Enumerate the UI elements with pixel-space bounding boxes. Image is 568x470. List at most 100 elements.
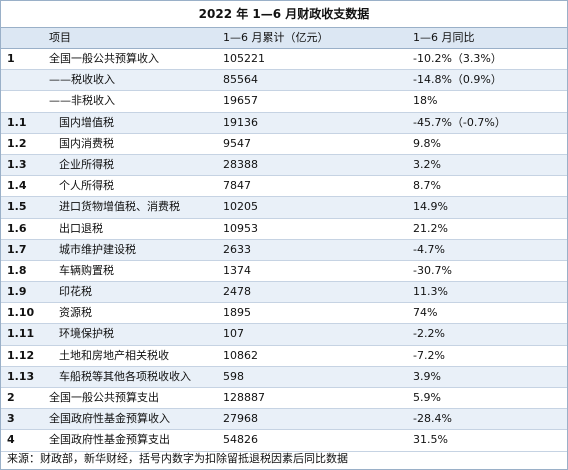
row-item: 全国政府性基金预算收入 xyxy=(49,412,170,426)
row-index: 1.6 xyxy=(7,221,27,235)
row-index: 1.13 xyxy=(7,369,35,383)
row-item: ——非税收入 xyxy=(49,94,115,108)
row-index: 1.4 xyxy=(7,179,27,193)
row-pct: -4.7% xyxy=(413,242,445,256)
row-index: 1.10 xyxy=(7,306,35,320)
table-row: 4 全国政府性基金预算支出 54826 31.5% xyxy=(1,430,567,452)
row-index: 1.7 xyxy=(7,242,27,256)
row-item: 环境保护税 xyxy=(59,327,114,341)
table-body: 1 全国一般公共预算收入 105221 -10.2%（3.3%） ——税收收入 85564… xyxy=(1,49,567,452)
row-pct: 9.8% xyxy=(413,136,441,150)
row-pct: 5.9% xyxy=(413,391,441,404)
table-row: 1.7 城市维护建设税 2633 -4.7% xyxy=(1,239,567,261)
row-item: 全国一般公共预算支出 xyxy=(49,391,159,404)
row-index: 1.11 xyxy=(7,327,35,341)
row-item: 车辆购置税 xyxy=(59,263,114,277)
row-value: 9547 xyxy=(223,136,251,150)
row-index: 1.5 xyxy=(7,200,27,214)
row-item: 进口货物增值税、消费税 xyxy=(59,200,180,214)
row-pct: -10.2%（3.3%） xyxy=(413,52,502,65)
row-pct: 11.3% xyxy=(413,285,448,299)
row-value: 2478 xyxy=(223,285,251,299)
row-item: 国内增值税 xyxy=(59,115,114,129)
row-item: 印花税 xyxy=(59,285,92,299)
row-index: 1.9 xyxy=(7,285,27,299)
row-pct: -30.7% xyxy=(413,263,452,277)
row-value: 1895 xyxy=(223,306,251,320)
row-item: 国内消费税 xyxy=(59,136,114,150)
row-index: 1 xyxy=(7,52,15,65)
source-note: 来源：财政部，新华财经，括号内数字为扣除留抵退税因素后同比数据 xyxy=(7,452,348,465)
row-pct: 31.5% xyxy=(413,433,448,447)
row-item: 企业所得税 xyxy=(59,157,114,171)
table-row: 1 全国一般公共预算收入 105221 -10.2%（3.3%） xyxy=(1,49,567,71)
row-item: 土地和房地产相关税收 xyxy=(59,348,169,362)
table-row: 1.6 出口退税 10953 21.2% xyxy=(1,218,567,240)
row-pct: 21.2% xyxy=(413,221,448,235)
row-value: 107 xyxy=(223,327,244,341)
row-index: 2 xyxy=(7,391,15,404)
row-pct: 3.9% xyxy=(413,369,441,383)
header-pct: 1—6 月同比 xyxy=(413,31,475,44)
row-value: 1374 xyxy=(223,263,251,277)
table-row: 1.11 环境保护税 107 -2.2% xyxy=(1,324,567,346)
table-row: 3 全国政府性基金预算收入 27968 -28.4% xyxy=(1,409,567,431)
row-pct: 3.2% xyxy=(413,157,441,171)
row-value: 128887 xyxy=(223,391,265,404)
row-pct: -28.4% xyxy=(413,412,452,426)
row-pct: -14.8%（0.9%） xyxy=(413,73,502,87)
table-row: 1.1 国内增值税 19136 -45.7%（-0.7%） xyxy=(1,112,567,134)
row-item: 全国政府性基金预算支出 xyxy=(49,433,170,447)
row-item: 车船税等其他各项税收收入 xyxy=(59,369,191,383)
row-value: 28388 xyxy=(223,157,258,171)
table-row: 1.13 车船税等其他各项税收收入 598 3.9% xyxy=(1,366,567,388)
row-pct: -2.2% xyxy=(413,327,445,341)
row-pct: 18% xyxy=(413,94,438,108)
row-item: 全国一般公共预算收入 xyxy=(49,52,159,65)
row-index: 1.3 xyxy=(7,157,27,171)
row-value: 19136 xyxy=(223,115,258,129)
row-pct: 8.7% xyxy=(413,179,441,193)
table-row: 1.12 土地和房地产相关税收 10862 -7.2% xyxy=(1,345,567,367)
table-row: ——税收收入 85564 -14.8%（0.9%） xyxy=(1,70,567,92)
table-title: 2022 年 1—6 月财政收支数据 xyxy=(1,1,567,28)
row-index: 1.1 xyxy=(7,115,27,129)
row-item: 个人所得税 xyxy=(59,179,114,193)
row-value: 10862 xyxy=(223,348,258,362)
row-index: 4 xyxy=(7,433,15,447)
table-row: 1.10 资源税 1895 74% xyxy=(1,303,567,325)
row-pct: 74% xyxy=(413,306,438,320)
row-pct: -7.2% xyxy=(413,348,445,362)
table-row: 1.2 国内消费税 9547 9.8% xyxy=(1,133,567,155)
row-item: 出口退税 xyxy=(59,221,103,235)
header-item: 项目 xyxy=(49,31,71,44)
table-row: 1.3 企业所得税 28388 3.2% xyxy=(1,154,567,177)
table-row: 1.8 车辆购置税 1374 -30.7% xyxy=(1,260,567,283)
row-value: 598 xyxy=(223,369,244,383)
row-value: 27968 xyxy=(223,412,258,426)
row-item: 资源税 xyxy=(59,306,92,320)
table-header: 项目 1—6 月累计（亿元） 1—6 月同比 xyxy=(1,28,567,49)
row-value: 85564 xyxy=(223,73,258,87)
row-item: 城市维护建设税 xyxy=(59,242,136,256)
table-row: 1.4 个人所得税 7847 8.7% xyxy=(1,176,567,198)
row-index: 1.12 xyxy=(7,348,35,362)
row-value: 10953 xyxy=(223,221,258,235)
row-value: 19657 xyxy=(223,94,258,108)
row-value: 10205 xyxy=(223,200,258,214)
row-value: 105221 xyxy=(223,52,265,65)
table-row: 1.9 印花税 2478 11.3% xyxy=(1,282,567,304)
row-index: 1.2 xyxy=(7,136,27,150)
row-value: 54826 xyxy=(223,433,258,447)
row-index: 1.8 xyxy=(7,263,27,277)
row-value: 7847 xyxy=(223,179,251,193)
table-row: 1.5 进口货物增值税、消费税 10205 14.9% xyxy=(1,197,567,219)
table-row: ——非税收入 19657 18% xyxy=(1,91,567,113)
row-pct: -45.7%（-0.7%） xyxy=(413,115,506,129)
row-pct: 14.9% xyxy=(413,200,448,214)
row-index: 3 xyxy=(7,412,15,426)
header-value: 1—6 月累计（亿元） xyxy=(223,31,329,44)
row-item: ——税收收入 xyxy=(49,73,115,87)
row-value: 2633 xyxy=(223,242,251,256)
